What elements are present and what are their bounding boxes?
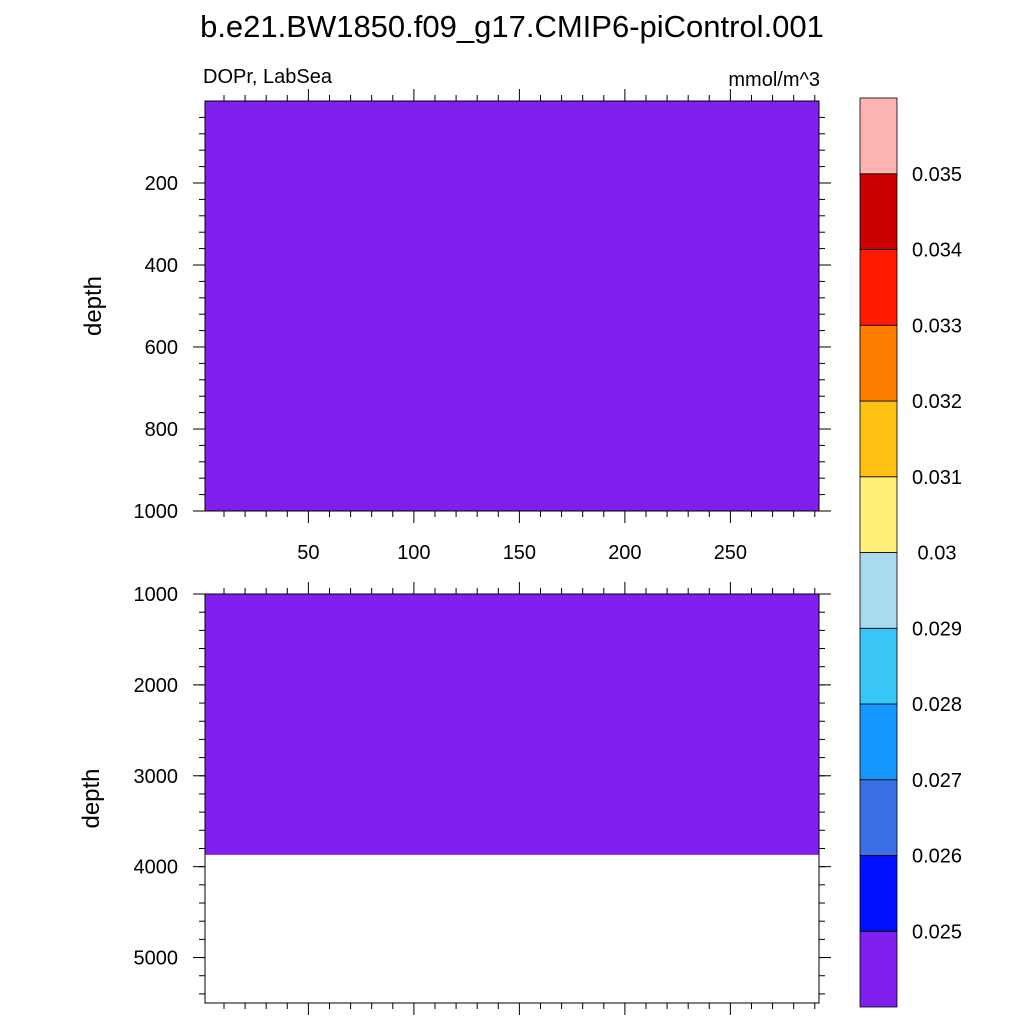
colorbar: 0.025 0.026 0.027 0.028 0.029 0.03 0.031 0.032 0… <box>859 97 962 1008</box>
x-tick-label: 150 <box>503 542 536 564</box>
y-tick-label: 1000 <box>134 501 179 523</box>
x-tick-label: 250 <box>714 542 747 564</box>
variable-label: DOPr, LabSea <box>203 66 333 88</box>
y-tick-label: 1000 <box>134 584 179 606</box>
colorbar-label: 0.026 <box>912 846 962 868</box>
colorbar-label: 0.035 <box>912 164 962 186</box>
colorbar-swatch <box>859 97 898 175</box>
units-label: mmol/m^3 <box>728 69 820 91</box>
x-tick-label: 50 <box>297 542 319 564</box>
y-tick-label: 5000 <box>134 948 179 970</box>
y-tick-label: 200 <box>145 173 178 195</box>
colorbar-swatch <box>859 855 898 932</box>
colorbar-swatch <box>859 173 898 250</box>
y-tick-label: 4000 <box>134 857 179 879</box>
plot-frame <box>204 593 820 1004</box>
y-tick-label: 800 <box>145 419 178 441</box>
field-fill <box>205 594 819 855</box>
colorbar-swatch <box>859 703 898 781</box>
colorbar-label: 0.034 <box>912 240 962 262</box>
plot-frame <box>204 100 820 512</box>
colorbar-swatch <box>859 476 898 553</box>
lower-panel: depth 1000 2000 3000 4000 5000 <box>78 582 831 1015</box>
colorbar-swatch <box>859 249 898 326</box>
colorbar-label: 0.027 <box>912 770 962 792</box>
field-fill <box>205 101 819 511</box>
upper-panel: depth 200 400 600 800 1000 50 100 150 200 250 <box>80 89 831 564</box>
y-tick-label: 2000 <box>134 675 179 697</box>
colorbar-swatch <box>859 627 898 705</box>
colorbar-label: 0.032 <box>912 391 962 413</box>
colorbar-swatch <box>859 930 898 1008</box>
y-axis-label: depth <box>78 768 105 828</box>
x-tick-label: 100 <box>397 542 430 564</box>
colorbar-label: 0.031 <box>912 467 962 489</box>
y-tick-label: 600 <box>145 337 178 359</box>
y-axis-label: depth <box>80 276 107 336</box>
colorbar-label: 0.025 <box>912 921 962 943</box>
y-tick-label: 400 <box>145 255 178 277</box>
colorbar-label: 0.029 <box>912 618 962 640</box>
y-tick-label: 3000 <box>134 766 179 788</box>
colorbar-swatch <box>859 324 898 402</box>
colorbar-swatch <box>859 400 898 478</box>
colorbar-swatch <box>859 552 898 629</box>
colorbar-swatch <box>859 779 898 856</box>
colorbar-label: 0.028 <box>912 694 962 716</box>
x-tick-label: 200 <box>608 542 641 564</box>
chart-title: b.e21.BW1850.f09_g17.CMIP6-piControl.001 <box>200 9 824 44</box>
colorbar-label: 0.03 <box>918 543 957 565</box>
colorbar-label: 0.033 <box>912 315 962 337</box>
